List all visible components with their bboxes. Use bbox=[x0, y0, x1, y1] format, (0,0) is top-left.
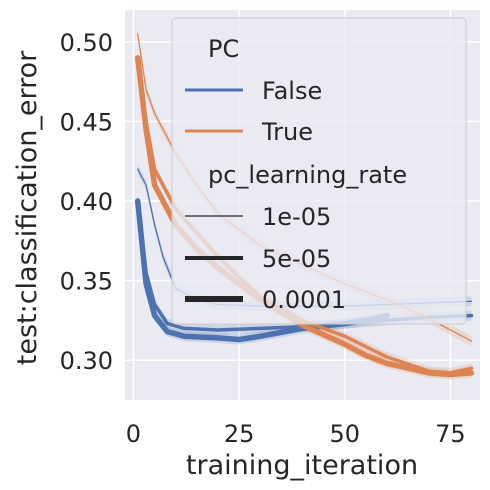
x-tick-label: 50 bbox=[329, 420, 360, 448]
y-tick-label: 0.35 bbox=[60, 268, 113, 296]
x-tick-label: 0 bbox=[126, 420, 141, 448]
x-tick-label: 25 bbox=[224, 420, 255, 448]
y-tick-label: 0.50 bbox=[60, 29, 113, 57]
legend-box bbox=[171, 17, 467, 325]
y-axis-label: test:classification_error bbox=[12, 50, 43, 365]
y-tick-labels: 0.30 0.35 0.40 0.45 0.50 bbox=[60, 29, 113, 375]
y-tick-label: 0.40 bbox=[60, 188, 113, 216]
legend-label-false: False bbox=[262, 77, 322, 105]
x-tick-labels: 0 25 50 75 bbox=[126, 420, 466, 448]
legend-label-true: True bbox=[261, 118, 313, 146]
legend-label-0.0001: 0.0001 bbox=[262, 286, 346, 314]
legend-hue-title: PC bbox=[208, 35, 239, 63]
y-tick-label: 0.30 bbox=[60, 347, 113, 375]
legend: PC False True pc_learning_rate 1e-05 5e-… bbox=[171, 17, 467, 325]
legend-label-5e-05: 5e-05 bbox=[262, 245, 331, 273]
legend-size-title: pc_learning_rate bbox=[208, 161, 407, 189]
x-tick-label: 75 bbox=[435, 420, 466, 448]
legend-label-1e-05: 1e-05 bbox=[262, 203, 331, 231]
x-axis-label: training_iteration bbox=[186, 450, 418, 481]
y-tick-label: 0.45 bbox=[60, 108, 113, 136]
